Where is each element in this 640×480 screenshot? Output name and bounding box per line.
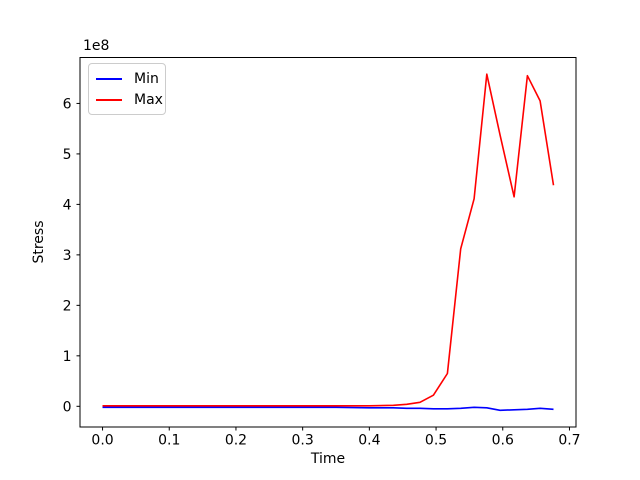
max-line-swatch-icon <box>96 98 122 101</box>
x-tick-label: 0.0 <box>91 433 113 449</box>
y-tick-label: 4 <box>63 197 72 213</box>
legend-item-max: Max <box>89 89 165 110</box>
series-line-min <box>102 406 554 412</box>
x-tick-label: 0.7 <box>558 433 580 449</box>
x-tick-label: 0.1 <box>158 433 180 449</box>
y-tick-label: 6 <box>63 96 72 112</box>
legend-item-min: Min <box>89 68 165 89</box>
axes-frame <box>79 57 577 428</box>
y-tick-label: 2 <box>63 298 72 314</box>
x-tick-label: 0.2 <box>225 433 247 449</box>
min-line-swatch-icon <box>96 77 122 80</box>
x-tick-label: 0.4 <box>358 433 380 449</box>
x-tick-label: 0.6 <box>492 433 514 449</box>
series-line-max <box>102 73 555 407</box>
legend: Min Max <box>88 63 166 115</box>
x-axis-label: Time <box>310 451 346 467</box>
y-tick-label: 0 <box>63 399 72 415</box>
y-tick-label: 1 <box>63 349 72 365</box>
y-axis-label: Stress <box>31 220 47 264</box>
y-axis-offset-text: 1e8 <box>83 38 110 54</box>
x-tick-label: 0.3 <box>292 433 314 449</box>
y-tick-label: 3 <box>63 248 72 264</box>
legend-label-max: Max <box>134 91 163 108</box>
y-tick-label: 5 <box>63 147 72 163</box>
x-tick-label: 0.5 <box>425 433 447 449</box>
legend-label-min: Min <box>134 70 159 87</box>
